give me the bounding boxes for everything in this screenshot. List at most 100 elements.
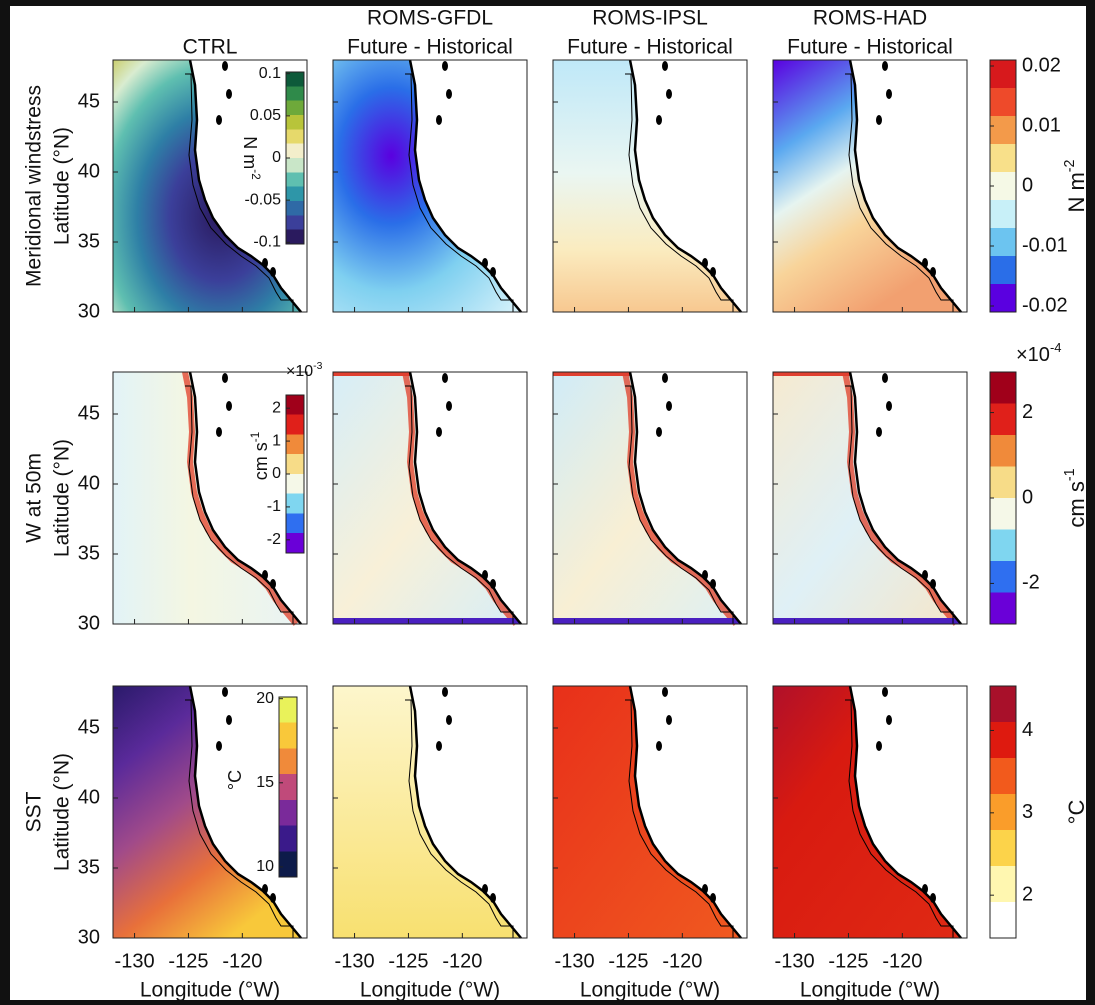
colorbar-tick-label: 0 [1022, 174, 1033, 196]
column-title: Future - Historical [787, 36, 953, 59]
panel-frame [332, 371, 528, 625]
coastline [408, 685, 522, 939]
island [710, 267, 716, 277]
island [930, 267, 936, 277]
island [222, 373, 228, 383]
island [262, 570, 268, 580]
colorbar-tick-label: -2 [1022, 572, 1040, 594]
row-label: Meridional windstress [23, 85, 46, 287]
nearshore-box [845, 699, 954, 938]
y-tick-label: 45 [78, 402, 100, 424]
island [656, 115, 662, 125]
colorbar-unit-base: °C [1064, 800, 1089, 825]
colorbar-tick-label: -0.02 [1022, 294, 1068, 316]
colorbar-unit-exp: -2 [249, 169, 262, 179]
colorbar-unit-exp: -2 [1062, 159, 1078, 172]
y-tick-label: 30 [78, 926, 100, 948]
coastline [408, 371, 522, 625]
island [490, 579, 496, 589]
coastline [848, 371, 962, 625]
y-axis-label: Latitude (°N) [51, 753, 74, 871]
row-label: W at 50m [23, 453, 46, 543]
panel-frame [332, 59, 528, 313]
y-tick-label: 35 [78, 230, 100, 252]
y-tick-label: 40 [78, 472, 100, 494]
colorbar-multiplier-base: ×10 [1016, 344, 1050, 366]
colorbar-tick-label: -1 [267, 498, 281, 515]
panel-frame [552, 685, 748, 939]
island [436, 741, 442, 751]
island [930, 579, 936, 589]
row-label: SST [23, 791, 46, 832]
colorbar-unit-exp: -1 [1062, 468, 1078, 481]
column-title: Future - Historical [347, 36, 513, 59]
nearshore-box [625, 385, 734, 624]
colorbar-tick-label: -0.1 [253, 234, 281, 251]
coastline [848, 59, 962, 313]
colorbar-multiplier: ×10-3 [286, 361, 323, 380]
panel-frame [112, 371, 308, 625]
nearshore-box [845, 385, 954, 624]
colorbar-tick-label: -2 [267, 531, 281, 548]
x-tick-label: -125 [388, 950, 428, 972]
colorbar-tick-label: 0.02 [1022, 54, 1061, 76]
column-title: ROMS-HAD [813, 7, 927, 30]
island [656, 427, 662, 437]
nearshore-box [185, 385, 294, 624]
colorbar-tick-label: 0 [272, 149, 281, 166]
island [436, 427, 442, 437]
panel-frame [332, 685, 528, 939]
island [886, 715, 892, 725]
y-tick-label: 40 [78, 160, 100, 182]
island [876, 115, 882, 125]
colorbar-unit: N m-2 [1062, 159, 1089, 212]
nearshore-box [405, 73, 514, 312]
island [446, 401, 452, 411]
panel-frame [772, 371, 968, 625]
x-tick-label: -125 [168, 950, 208, 972]
island [216, 427, 222, 437]
island [226, 401, 232, 411]
island [662, 687, 668, 697]
nearshore-box [625, 73, 734, 312]
island [270, 267, 276, 277]
nearshore-box [845, 73, 954, 312]
coastline [188, 59, 302, 313]
colorbar-multiplier-exp: -3 [313, 361, 322, 372]
island [930, 893, 936, 903]
island [922, 570, 928, 580]
island [490, 893, 496, 903]
island [482, 570, 488, 580]
x-axis-label: Longitude (°W) [580, 979, 720, 1002]
colorbar-unit-base: N m [1064, 172, 1089, 212]
island [482, 258, 488, 268]
island [222, 61, 228, 71]
panel-frame [772, 59, 968, 313]
panel-frame [552, 371, 748, 625]
colorbar-unit: cm s-1 [1062, 468, 1089, 527]
colorbar-tick-label: 0 [272, 465, 281, 482]
island [882, 687, 888, 697]
colorbar-tick-label: 0.01 [1022, 114, 1061, 136]
colorbar-unit-base: °C [225, 770, 245, 790]
panel-frame [112, 685, 308, 939]
colorbar-tick-label: 0 [1022, 486, 1033, 508]
colorbar-unit-exp: -1 [249, 432, 262, 442]
island [710, 579, 716, 589]
island [222, 687, 228, 697]
island [886, 89, 892, 99]
coastline [628, 59, 742, 313]
island [666, 89, 672, 99]
island [262, 258, 268, 268]
coastline [408, 59, 522, 313]
x-tick-label: -125 [608, 950, 648, 972]
colorbar-tick-label: 10 [256, 858, 274, 875]
island [446, 715, 452, 725]
island [702, 884, 708, 894]
colorbar-unit: cm s-1 [249, 432, 271, 480]
island [216, 741, 222, 751]
colorbar-tick-label: 2 [1022, 401, 1033, 423]
island [922, 258, 928, 268]
coastline [188, 685, 302, 939]
colorbar [989, 59, 1017, 313]
